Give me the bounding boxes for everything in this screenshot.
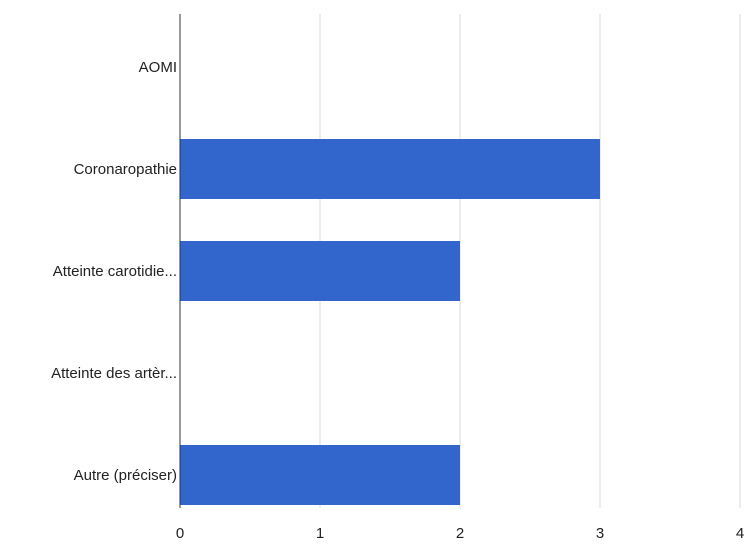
bar [180,241,460,301]
x-tick-label: 3 [596,525,604,542]
y-category-label: Atteinte des artèr... [51,365,177,382]
labels: 0 1 2 3 4 AOMI Coronaropathie Atteinte carotidi… [51,59,744,542]
y-category-label: Autre (préciser) [74,467,177,484]
y-category-label: AOMI [139,59,177,76]
x-tick-label: 1 [316,525,324,542]
y-category-label: Atteinte carotidie... [53,263,177,280]
bars [180,139,600,505]
bar [180,139,600,199]
y-category-label: Coronaropathie [74,161,177,178]
x-tick-label: 0 [176,525,184,542]
bar [180,445,460,505]
x-tick-label: 4 [736,525,744,542]
x-tick-label: 2 [456,525,464,542]
